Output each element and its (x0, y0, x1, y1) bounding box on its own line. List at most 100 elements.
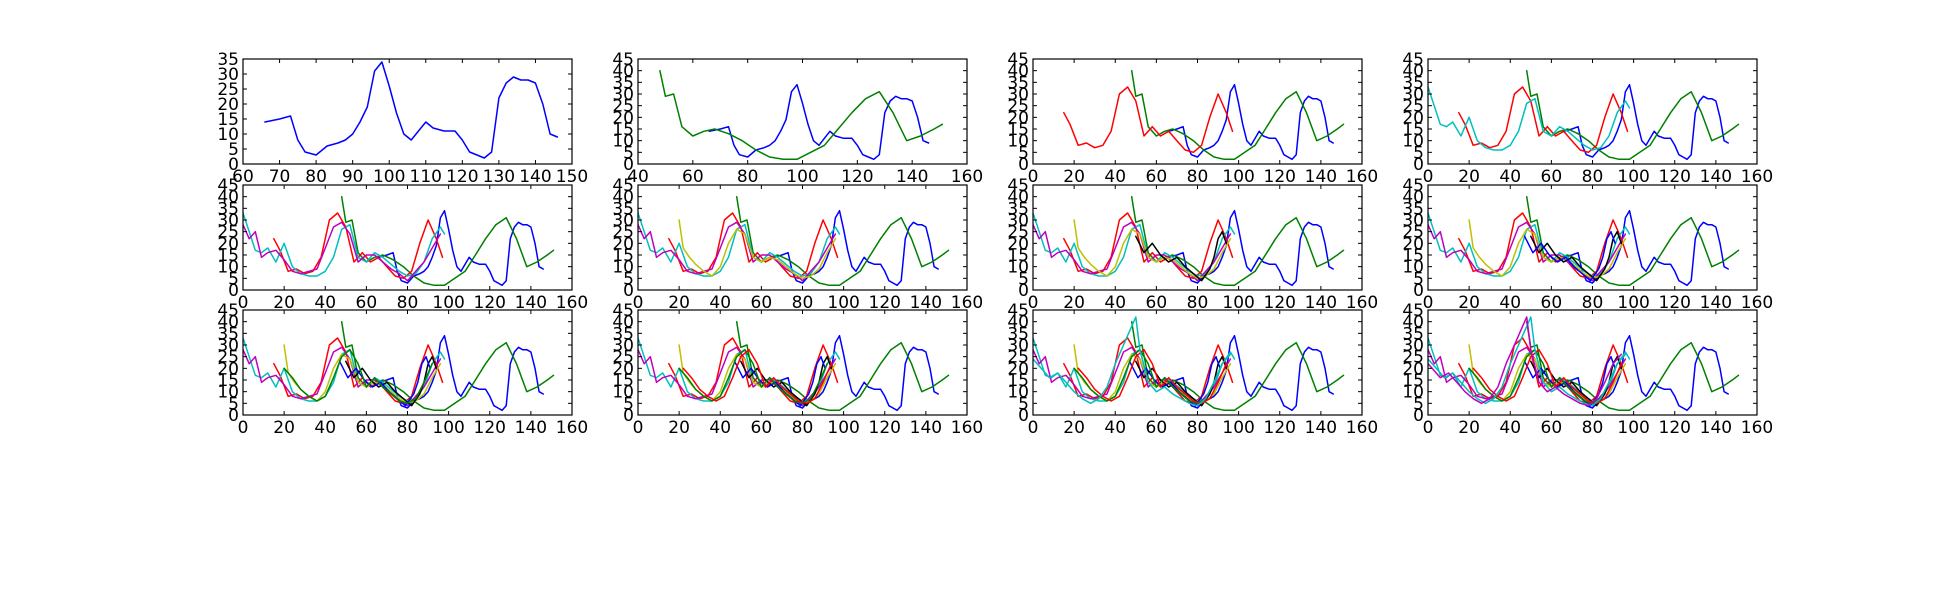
y-tick-label: 0 (623, 281, 634, 301)
y-tick-label: 40 (1007, 62, 1029, 82)
series-line-g (1130, 195, 1345, 287)
y-tick-label: 20 (1402, 359, 1424, 379)
y-tick-label: 45 (217, 176, 239, 196)
x-tick-label: 140 (910, 293, 942, 313)
y-tick-label: 30 (612, 336, 634, 356)
y-tick-label: 30 (1402, 211, 1424, 231)
y-tick-label: 25 (1007, 97, 1029, 117)
x-tick-label: 80 (305, 167, 327, 187)
x-tick-label: 40 (314, 293, 336, 313)
series-line-g (283, 348, 433, 405)
x-tick-label: 160 (951, 418, 983, 438)
y-tick-label: 20 (1402, 108, 1424, 128)
y-tick-label: 0 (228, 281, 239, 301)
series-line-r (682, 348, 833, 405)
y-tick-label: 0 (1413, 155, 1424, 175)
series-group (638, 320, 950, 412)
series-line-k (1135, 230, 1228, 282)
y-tick-label: 5 (1413, 143, 1424, 163)
y-tick-label: 15 (1007, 371, 1029, 391)
axes-frame (637, 58, 968, 165)
y-tick-label: 0 (1018, 281, 1029, 301)
series-line-g (678, 348, 828, 405)
x-tick-label: 20 (668, 293, 690, 313)
x-tick-label: 60 (232, 167, 254, 187)
y-tick-label: 25 (217, 223, 239, 243)
x-tick-label: 0 (1423, 167, 1434, 187)
y-tick-label: 35 (612, 199, 634, 219)
x-tick-label: 140 (519, 167, 551, 187)
y-tick-label: 30 (612, 85, 634, 105)
x-tick-label: 80 (397, 418, 419, 438)
series-line-c (1428, 316, 1627, 407)
y-tick-label: 15 (1007, 246, 1029, 266)
x-tick-label: 80 (1582, 418, 1604, 438)
y-tick-label: 45 (1402, 50, 1424, 70)
y-tick-label: 30 (1402, 336, 1424, 356)
x-tick-label: 20 (1063, 167, 1085, 187)
y-tick-label: 35 (1007, 73, 1029, 93)
x-tick-label: 140 (1305, 167, 1337, 187)
series-line-g (735, 320, 950, 412)
series-line-r (1077, 348, 1228, 405)
x-tick-label: 80 (1187, 167, 1209, 187)
y-tick-label: 10 (217, 258, 239, 278)
y-tick-label: 10 (1402, 258, 1424, 278)
x-tick-label: 0 (238, 293, 249, 313)
x-tick-label: 140 (896, 167, 928, 187)
y-tick-label: 45 (217, 301, 239, 321)
x-tick-label: 120 (474, 293, 506, 313)
y-tick-label: 35 (1402, 199, 1424, 219)
x-tick-label: 140 (515, 293, 547, 313)
x-tick-label: 160 (1741, 418, 1773, 438)
x-tick-label: 40 (1499, 293, 1521, 313)
x-tick-label: 0 (1028, 293, 1039, 313)
y-tick-label: 45 (1007, 301, 1029, 321)
series-group (264, 61, 559, 159)
y-tick-label: 40 (612, 188, 634, 208)
y-tick-label: 5 (623, 394, 634, 414)
y-tick-label: 5 (228, 140, 239, 160)
series-line-g (340, 195, 555, 287)
y-tick-label: 35 (217, 199, 239, 219)
x-tick-label: 80 (792, 293, 814, 313)
x-tick-label: 90 (342, 167, 364, 187)
x-tick-label: 120 (1264, 418, 1296, 438)
x-tick-label: 100 (1617, 418, 1649, 438)
y-tick-label: 10 (612, 258, 634, 278)
x-tick-label: 120 (1264, 167, 1296, 187)
x-tick-label: 120 (1659, 167, 1691, 187)
x-tick-label: 20 (273, 418, 295, 438)
x-tick-label: 160 (556, 418, 588, 438)
y-tick-label: 30 (217, 65, 239, 85)
x-tick-label: 100 (432, 293, 464, 313)
y-tick-label: 25 (1007, 223, 1029, 243)
x-tick-label: 160 (951, 293, 983, 313)
y-tick-label: 20 (217, 359, 239, 379)
x-tick-label: 60 (751, 418, 773, 438)
x-tick-label: 80 (397, 293, 419, 313)
series-line-b (264, 61, 559, 159)
x-tick-label: 40 (627, 167, 649, 187)
y-tick-label: 45 (612, 176, 634, 196)
x-tick-label: 60 (1541, 293, 1563, 313)
y-tick-label: 5 (228, 269, 239, 289)
y-tick-label: 35 (1007, 324, 1029, 344)
x-tick-label: 40 (1499, 418, 1521, 438)
series-group (1063, 69, 1345, 161)
series-line-g (1130, 69, 1345, 161)
y-tick-label: 5 (1413, 394, 1424, 414)
y-tick-label: 10 (1007, 132, 1029, 152)
y-tick-label: 15 (217, 110, 239, 130)
y-tick-label: 15 (217, 246, 239, 266)
series-group (243, 320, 555, 412)
y-tick-label: 45 (1007, 176, 1029, 196)
y-tick-label: 10 (1007, 383, 1029, 403)
x-tick-label: 140 (1700, 167, 1732, 187)
y-tick-label: 30 (217, 211, 239, 231)
y-tick-label: 30 (1007, 211, 1029, 231)
